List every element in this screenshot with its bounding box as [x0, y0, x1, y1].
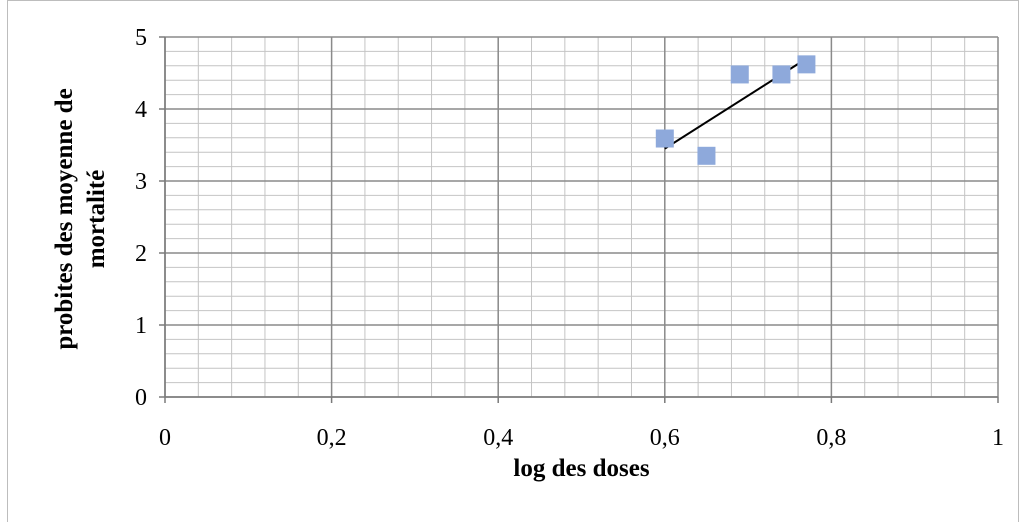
data-points: [655, 55, 816, 165]
x-tick-label: 0,2: [317, 425, 347, 451]
data-point: [655, 129, 674, 148]
x-axis-tick-labels: 0 0,2 0,4 0,6 0,8 1: [159, 425, 1004, 451]
y-tick-label: 0: [135, 385, 147, 411]
x-tick-label: 0: [159, 425, 171, 451]
y-tick-label: 3: [135, 169, 147, 195]
data-point: [772, 65, 791, 84]
y-tick-label: 4: [135, 97, 147, 123]
data-point: [797, 55, 816, 74]
y-tick-label: 1: [135, 313, 147, 339]
y-axis-title-line: mortalité: [83, 170, 110, 269]
y-axis-title: probites des moyenne de mortalité: [51, 88, 110, 349]
data-point: [730, 65, 749, 84]
axes: [159, 36, 999, 403]
chart-frame: [7, 0, 1019, 522]
y-tick-label: 2: [135, 241, 147, 267]
minor-grid: [164, 36, 999, 398]
y-axis-title-line: probites des moyenne de: [51, 88, 78, 349]
x-tick-label: 0,8: [816, 425, 846, 451]
x-axis-title: log des doses: [513, 455, 649, 482]
x-tick-label: 1: [992, 425, 1004, 451]
x-tick-label: 0,4: [483, 425, 513, 451]
y-axis-tick-labels: 0 1 2 3 4 5: [135, 25, 147, 411]
x-tick-label: 0,6: [650, 425, 680, 451]
data-point: [697, 146, 716, 165]
major-grid: [164, 36, 999, 398]
y-tick-label: 5: [135, 25, 147, 51]
